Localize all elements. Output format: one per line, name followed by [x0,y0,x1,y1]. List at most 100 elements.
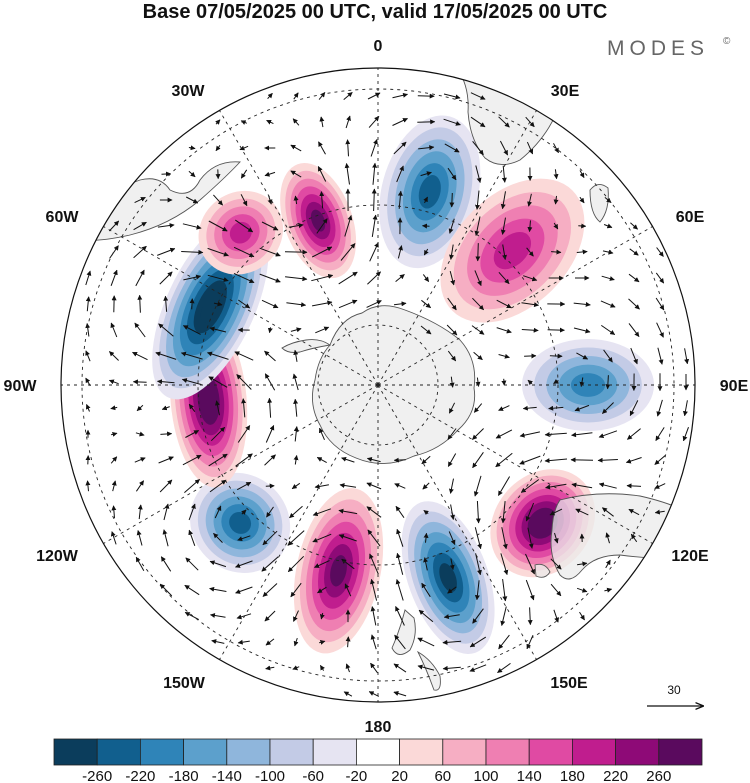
colorbar-swatch [139,738,184,766]
wind-vector [183,274,202,281]
wind-vector [393,457,406,463]
wind-vector [421,455,431,465]
wind-vector [495,429,513,439]
wind-vector [626,483,642,489]
wind-vector [469,664,487,672]
wind-vector [185,430,200,438]
wind-vector [235,586,253,594]
wind-vector [421,582,431,598]
wind-vector [393,691,407,697]
wind-vector [317,586,327,594]
anomaly-high-south-america-east [198,190,284,275]
anomaly-high-drake [280,163,357,279]
lon-label-90e: 90E [720,378,749,395]
anomaly-contour-level [200,291,220,323]
wind-vector [474,580,480,601]
wind-vector [397,245,403,259]
wind-vector [579,196,585,204]
wind-vector [158,323,174,337]
wind-vector [418,145,435,151]
wind-vector [237,425,251,443]
wind-vector [135,556,145,572]
wind-vector [684,348,690,365]
wind-vector [345,663,351,673]
wind-vector [523,275,538,282]
wind-vector [630,347,638,365]
colorbar-swatch [312,738,357,766]
wind-vector [367,529,381,547]
wind-vector [420,325,432,335]
wind-vector [209,586,227,592]
wind-vector [423,532,429,543]
colorbar-swatch [269,738,314,766]
wind-vector [188,170,196,178]
wind-vector [579,611,585,621]
wind-vector [161,405,170,411]
wind-vector [108,220,120,232]
lon-label-150e: 150E [550,675,588,692]
wind-vector [550,558,562,570]
lon-label-90w: 90W [4,378,38,395]
wind-vector [240,194,248,207]
wind-vector [110,431,118,437]
wind-vector [472,452,484,469]
wind-vector [604,587,613,593]
madagascar [589,184,609,223]
wind-vector [448,531,456,546]
colorbar-tick-label: -180 [169,768,199,783]
wind-vector [495,452,513,468]
wind-vector [208,376,228,388]
wind-vector [188,403,196,413]
wind-vector [498,271,510,285]
wind-vector [598,430,618,439]
wind-vector [600,300,616,308]
wind-vector [501,165,507,183]
lon-label-150w: 150W [163,675,206,692]
wind-vector [422,482,430,490]
wind-vector [473,403,483,413]
wind-vector [553,195,559,205]
wind-vector [602,507,614,517]
wind-vector [312,508,331,517]
wind-vector [392,92,408,99]
colorbar-tick-label: 100 [473,768,498,783]
wind-vector [267,92,273,100]
wind-vector [265,425,275,443]
wind-vector [133,221,147,231]
wind-vector [262,530,278,546]
wind-vector [160,431,173,437]
wind-vector [319,664,325,671]
wind-vector [111,480,117,492]
wind-vector [209,560,227,568]
wind-vector [159,479,173,493]
wind-vector [137,504,143,520]
wind-vector [312,533,332,543]
graticule [61,68,695,702]
wind-vector [527,527,534,549]
wind-vector [423,557,429,571]
wind-vector [285,276,308,282]
wind-vector [189,298,195,310]
wind-vector [110,322,118,338]
wind-vector [264,350,276,362]
colorbar-swatch [572,738,617,766]
wind-vector [214,400,220,416]
wind-vector [447,586,457,594]
wind-vector [472,140,484,156]
wind-vector [235,219,254,233]
map-title: Base 07/05/2025 00 UTC, valid 17/05/2025… [143,1,608,23]
colorbar-tick-label: 60 [434,768,451,783]
wind-vector [318,639,326,645]
wind-vector [316,456,327,464]
wind-vector [215,145,221,152]
wind-vector [265,638,275,646]
wind-vector [237,639,250,645]
wind-vector [395,274,405,282]
wind-vector [317,166,327,182]
wind-vector [213,533,223,543]
wind-vector [366,506,382,518]
wind-vector [544,458,568,464]
wind-vector [345,636,351,648]
south-america [79,161,241,241]
